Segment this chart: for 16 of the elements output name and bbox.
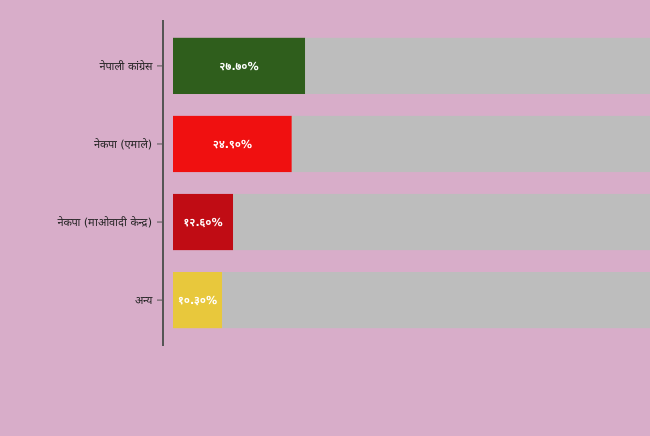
bar	[173, 194, 234, 250]
bar	[222, 272, 650, 328]
bar	[173, 272, 222, 328]
bar	[173, 116, 292, 172]
bar	[173, 38, 306, 94]
bar	[292, 116, 650, 172]
y-tick-label: नेकपा (एमाले)	[94, 138, 152, 151]
data-label: १२.६०%	[183, 216, 223, 230]
y-tick-label: अन्य	[135, 294, 153, 308]
y-tick-label: नेकपा (माओवादी केन्द्र)	[57, 216, 152, 230]
data-label: २४.९०%	[212, 138, 252, 151]
bar	[233, 194, 650, 250]
data-label: २७.७०%	[219, 60, 259, 73]
bar	[305, 38, 650, 94]
y-tick-label: नेपाली कांग्रेस	[100, 60, 153, 73]
data-label: १०.३०%	[178, 294, 218, 308]
